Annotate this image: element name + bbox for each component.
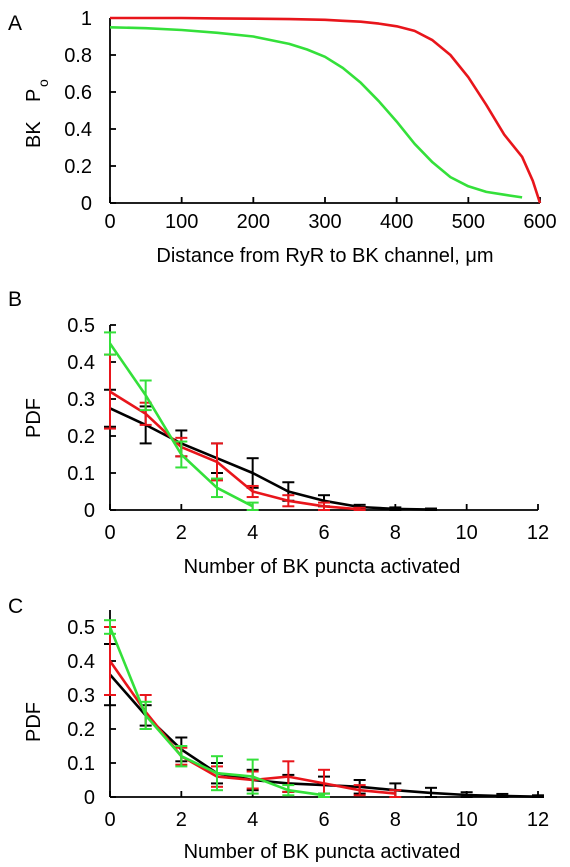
x-tick-label: 4 — [247, 809, 258, 831]
series-line-2 — [109, 390, 360, 511]
y-tick-label: 0 — [81, 193, 92, 215]
error-bar — [175, 745, 188, 768]
y-axis-label-p: P — [23, 89, 45, 102]
error-bar — [104, 353, 116, 430]
plot-area-b: 0 2 4 6 8 10 12 0 0.1 0.2 0.3 0.4 0.5 — [67, 315, 549, 544]
error-bar — [104, 331, 116, 356]
y-axis-label-a: BK P o — [23, 79, 51, 148]
x-tick-label: 6 — [318, 809, 329, 831]
series-line-2 — [109, 26, 523, 199]
error-bar — [425, 507, 437, 511]
x-tick-label: 0 — [104, 522, 115, 544]
y-tick-label: 0.3 — [67, 389, 95, 411]
y-tick-label: 0.5 — [67, 315, 95, 337]
y-tick-label: 0.5 — [67, 617, 95, 639]
error-bar — [246, 501, 259, 511]
panel-b: B PDF 0 2 4 6 8 10 12 0 0.1 0.2 0.3 0.4 0.5 Number o… — [8, 288, 549, 578]
x-tick-label: 8 — [390, 809, 401, 831]
x-tick-label: 12 — [527, 522, 549, 544]
x-tick-label: 0 — [104, 809, 115, 831]
y-axis-label-b: PDF — [23, 398, 45, 438]
x-axis-label-c: Number of BK puncta activated — [184, 841, 461, 863]
y-tick-label: 0.3 — [67, 685, 95, 707]
x-tick-label: 10 — [456, 522, 478, 544]
y-axis-label-sub: o — [35, 79, 51, 87]
y-tick-label: 0.2 — [64, 156, 92, 178]
error-bar — [318, 792, 330, 798]
x-tick-label: 2 — [176, 809, 187, 831]
panel-letter-b: B — [8, 288, 22, 311]
series-line-3 — [108, 342, 254, 508]
error-bar — [460, 791, 473, 798]
error-bar — [532, 794, 544, 798]
x-tick-label: 0 — [104, 211, 115, 233]
x-tick-label: 100 — [165, 211, 198, 233]
x-tick-label: 8 — [390, 522, 401, 544]
y-tick-label: 0 — [84, 500, 95, 522]
error-bar — [282, 784, 295, 797]
x-tick-label: 12 — [527, 809, 549, 831]
x-tick-label: 600 — [523, 211, 556, 233]
y-tick-label: 0.4 — [67, 651, 95, 673]
x-tick-label: 400 — [380, 211, 413, 233]
error-bar — [211, 477, 223, 499]
error-bar — [282, 494, 295, 508]
error-bar — [318, 501, 330, 511]
panel-c: C PDF 0 2 4 6 8 10 12 0 0.1 0.2 0.3 0.4 0.5 Number o… — [8, 595, 549, 863]
error-bar — [211, 755, 223, 792]
x-tick-label: 6 — [318, 522, 329, 544]
y-axis-label-main: BK — [23, 121, 45, 148]
x-tick-label: 4 — [247, 522, 258, 544]
error-bar — [389, 506, 402, 511]
y-tick-label: 1 — [81, 8, 92, 30]
y-tick-label: 0.6 — [64, 82, 92, 104]
y-tick-label: 0.4 — [67, 352, 95, 374]
series-line-1 — [110, 16, 542, 204]
error-bar — [496, 792, 509, 798]
error-bar — [175, 440, 188, 469]
x-tick-label: 300 — [308, 211, 341, 233]
error-bar — [353, 784, 366, 797]
error-bar — [139, 700, 152, 730]
error-bar — [104, 619, 116, 635]
panel-letter-a: A — [8, 12, 22, 35]
y-tick-label: 0 — [84, 787, 95, 809]
x-tick-label: 10 — [456, 809, 478, 831]
error-bar — [246, 758, 259, 795]
panel-letter-c: C — [8, 595, 23, 618]
y-tick-label: 0.8 — [64, 45, 92, 67]
error-bar — [246, 457, 259, 489]
x-axis-label-a: Distance from RyR to BK channel, μm — [156, 245, 493, 267]
plot-area-c: 0 2 4 6 8 10 12 0 0.1 0.2 0.3 0.4 0.5 — [67, 610, 549, 831]
error-bar — [246, 484, 259, 499]
error-bar — [389, 789, 402, 798]
y-tick-label: 0.4 — [64, 119, 92, 141]
x-tick-label: 500 — [452, 211, 485, 233]
series-line-1 — [109, 407, 432, 511]
panel-a: A BK P o 0 100 200 300 400 500 600 0 0.2 0.4 0.6 0.… — [8, 8, 557, 267]
x-tick-label: 200 — [237, 211, 270, 233]
y-tick-label: 0.1 — [67, 753, 95, 775]
error-bar — [139, 379, 152, 412]
x-axis-label-b: Number of BK puncta activated — [184, 556, 461, 578]
error-bar — [211, 442, 223, 482]
y-tick-label: 0.2 — [67, 719, 95, 741]
error-bar — [425, 786, 437, 798]
y-tick-label: 0.2 — [67, 426, 95, 448]
error-bar — [353, 506, 366, 511]
y-axis-label-c: PDF — [23, 702, 45, 742]
plot-area-a: 0 100 200 300 400 500 600 0 0.2 0.4 0.6 0.8 1 — [64, 8, 557, 233]
x-tick-label: 2 — [176, 522, 187, 544]
y-tick-label: 0.1 — [67, 463, 95, 485]
